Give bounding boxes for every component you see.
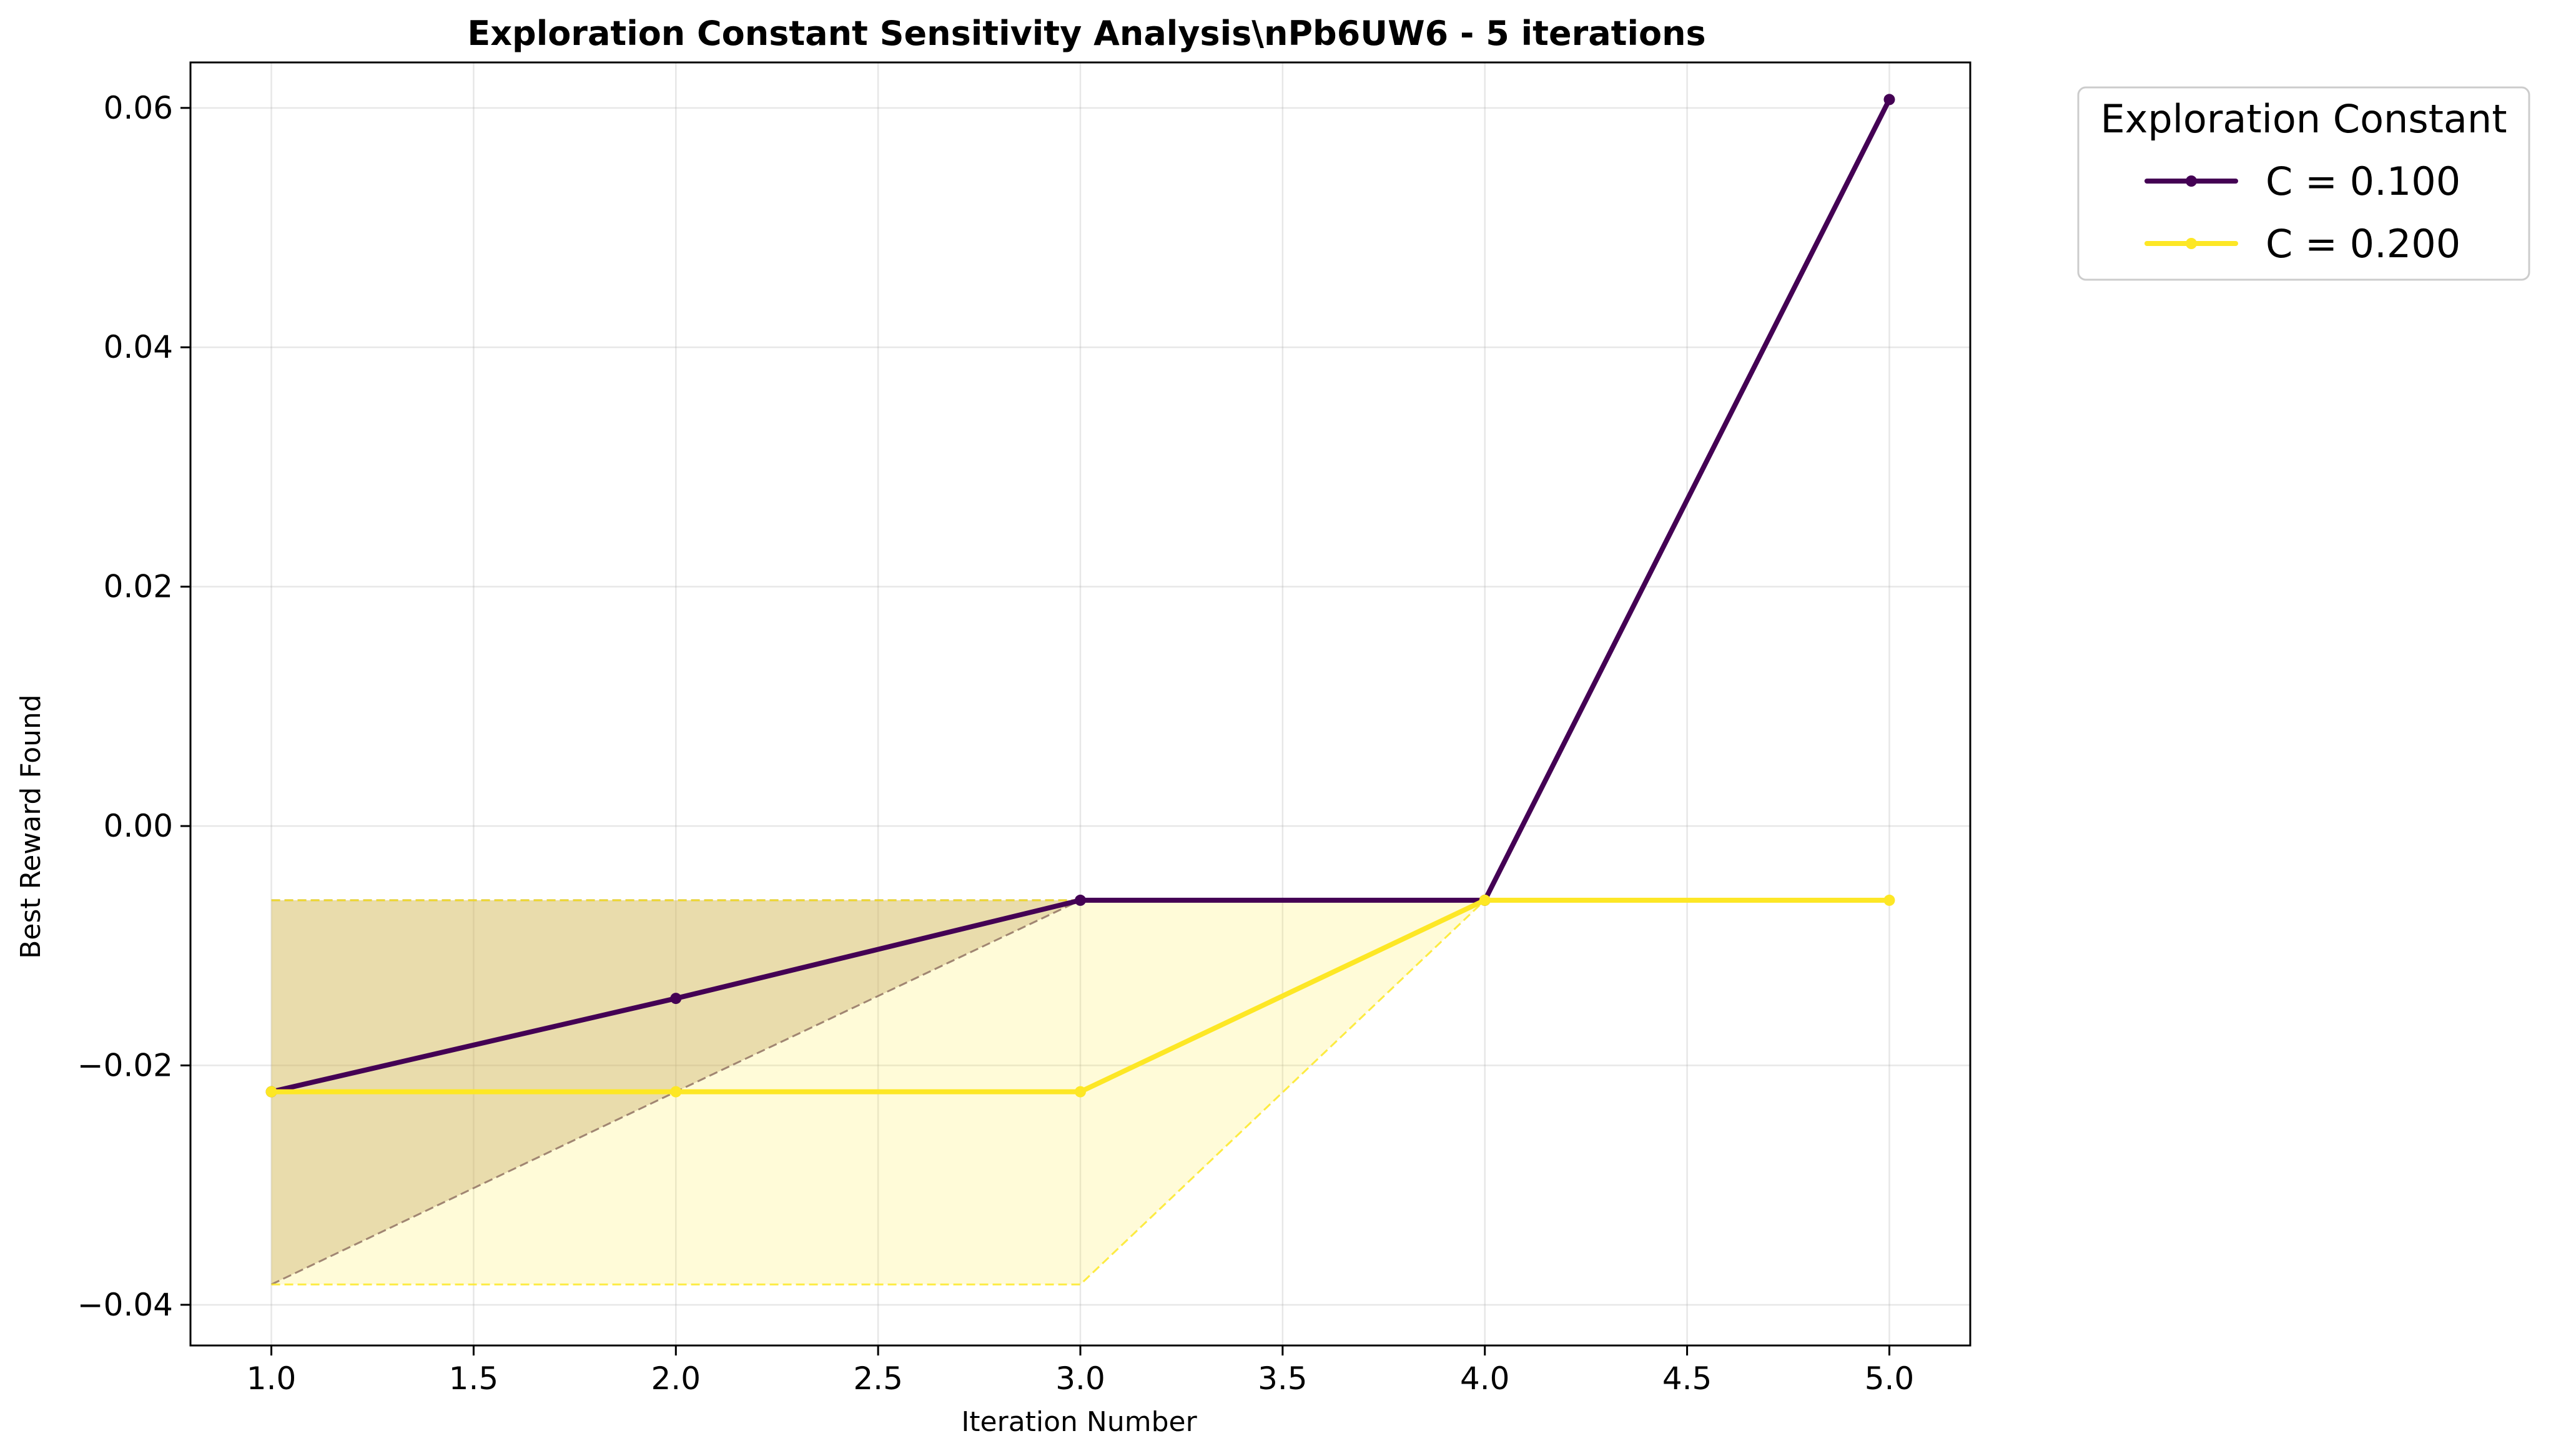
y-tick-label: 0.00 [104,808,173,844]
x-tick-label: 3.5 [1258,1360,1308,1397]
data-point [1075,894,1086,906]
x-tick-label: 4.0 [1460,1360,1510,1397]
legend-items: C = 0.100 C = 0.200 [2144,159,2460,267]
y-tick-label: 0.02 [104,569,173,605]
data-point [265,1086,277,1098]
x-tick-label: 3.0 [1055,1360,1105,1397]
legend: Exploration Constant C = 0.100 C = 0.200 [2077,86,2530,281]
data-point [1883,894,1895,906]
legend-marker [2186,238,2197,249]
y-tick-label: −0.04 [77,1287,173,1323]
chart-title: Exploration Constant Sensitivity Analysi… [467,14,1705,53]
legend-title: Exploration Constant [2100,96,2507,142]
legend-marker [2186,175,2197,187]
x-tick-label: 5.0 [1865,1360,1915,1397]
data-point [670,1086,682,1098]
data-point [1883,94,1895,106]
x-tick-label: 1.5 [449,1360,499,1397]
x-tick-label: 4.5 [1662,1360,1712,1397]
legend-label: C = 0.200 [2266,221,2460,267]
y-tick-label: 0.06 [104,90,173,126]
x-axis-label: Iteration Number [961,1406,1197,1438]
data-point [1479,894,1491,906]
x-tick-label: 2.5 [853,1360,903,1397]
x-tick-label: 1.0 [247,1360,297,1397]
plot-area: 1.0 1.5 2.0 2.5 3.0 3.5 4.0 4.5 5.0 −0.04 −0.02 0.0… [77,61,1971,1397]
x-tick-label: 2.0 [651,1360,701,1397]
y-axis-label: Best Reward Found [15,694,47,959]
data-point [670,993,682,1005]
y-tick-label: 0.04 [104,329,173,365]
data-point [1075,1086,1086,1098]
legend-frame [2077,86,2530,281]
y-tick-label: −0.02 [77,1047,173,1083]
legend-label: C = 0.100 [2266,159,2460,204]
